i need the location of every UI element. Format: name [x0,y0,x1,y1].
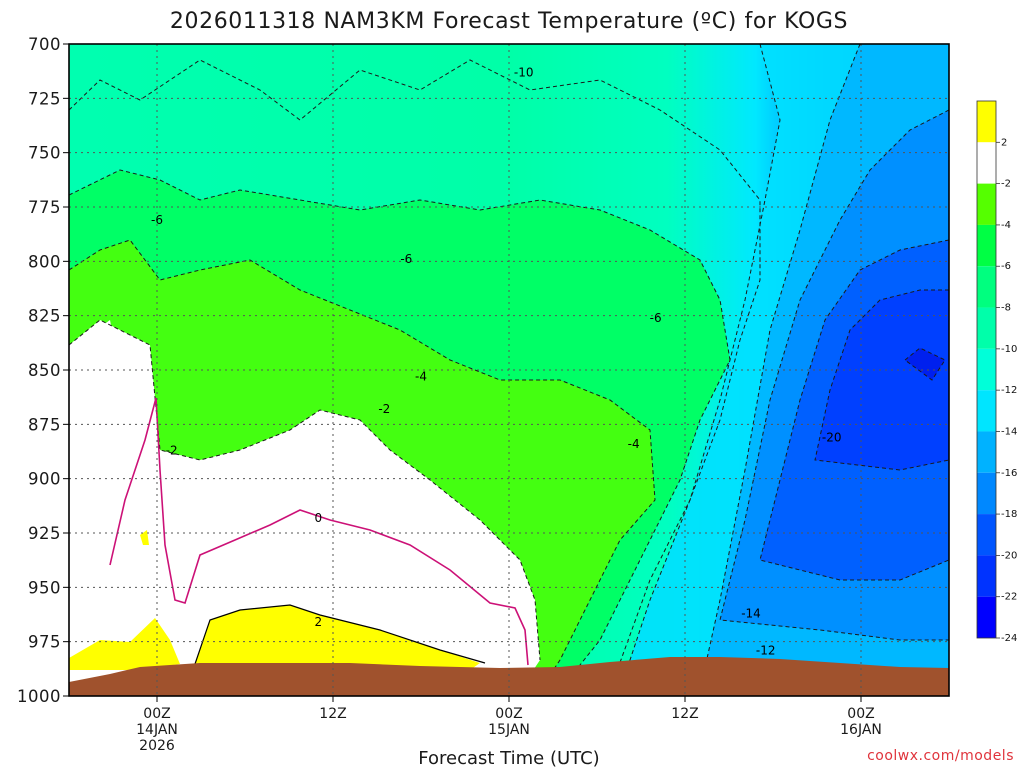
colorbar-swatch [977,266,996,308]
colorbar-label: -12 [1001,385,1017,396]
contour-label: -4 [415,370,427,384]
color-bar: 2 -2 -4 -6 -8 -10 -12 -14 -16 -18 -20 -22 -24 [976,100,1017,644]
field-band-plus2-blob [140,530,149,545]
contour-labels: -10 -6 -6 -6 -4 -2 -2 -4 -20 0 2 -14 -12 [151,65,841,657]
y-tick-label: 775 [28,198,61,217]
x-tick-label: 16JAN [840,722,882,738]
y-tick-label: 1000 [17,687,61,706]
contour-minus12 [619,44,781,691]
colorbar-label: -14 [1001,426,1017,437]
chart-title: 2026011318 NAM3KM Forecast Temperature (… [170,9,848,34]
contour-minus8 [69,169,731,691]
colorbar-swatch [977,514,996,556]
contour-label: -20 [822,430,842,444]
colorbar-swatch [977,472,996,515]
credit-text: coolwx.com/models [867,748,1014,764]
colorbar-label: -10 [1001,344,1017,355]
contour-minus18 [759,239,949,581]
y-tick-label: 950 [28,578,61,597]
y-tick-label: 925 [28,524,61,543]
colorbar-label: -18 [1001,509,1017,520]
contour-label: -2 [378,402,390,416]
y-tick-label: 900 [28,470,61,489]
colorbar-label: -6 [1001,261,1011,272]
y-tick-label: 750 [28,144,61,163]
field-band-minus14 [620,44,860,690]
contour-lines [69,44,949,691]
colorbar-label: -24 [1001,633,1017,644]
field-band-minus22 [815,290,949,470]
colorbar-swatch [977,555,996,597]
colorbar-swatch [977,101,996,143]
colorbar-label: 2 [1001,137,1007,148]
colorbar-frame [976,100,997,639]
contour-minus20 [814,289,949,471]
contour-label: -14 [741,606,761,620]
contour-label: 0 [315,511,323,525]
colorbar-label: -2 [1001,179,1011,190]
contour-minus10 [69,59,761,691]
field-band-plus2-left [69,618,180,670]
colorbar-swatch [977,431,996,473]
contour-label: -10 [514,65,534,79]
y-tick-label: 725 [28,89,61,108]
y-tick-label: 825 [28,307,61,326]
contour-label: -6 [151,213,163,227]
y-tick-label: 700 [28,35,61,54]
colorbar-label: -4 [1001,220,1011,231]
x-tick-label: 14JAN [136,722,178,738]
colorbar-swatch [977,183,996,225]
y-axis: 700 725 750 775 800 825 850 875 900 925 950 975 1000 [17,35,69,706]
y-tick-label: 975 [28,633,61,652]
x-tick-label: 00Z [495,706,522,722]
y-tick-label: 800 [28,252,61,271]
x-tick-label: 15JAN [488,722,530,738]
contour-plus2 [194,604,486,665]
contour-minus6 [69,239,656,691]
colorbar-swatch [977,224,996,267]
contour-minus14 [699,44,861,691]
field-band-minus2-left [69,320,125,560]
colorbar-label: -16 [1001,468,1017,479]
contour-minus2 [69,319,541,661]
field-band-minus24 [905,348,945,380]
colorbar-label: -8 [1001,303,1011,314]
x-axis-label: Forecast Time (UTC) [418,748,599,768]
colorbar-swatch [977,596,996,638]
gridlines [69,44,949,696]
colorbar-swatch [977,348,996,391]
x-tick-label: 00Z [847,706,874,722]
x-tick-label: 2026 [139,738,175,754]
field-band-plus2 [195,605,480,670]
colorbar-label: -20 [1001,550,1017,561]
colorbar-swatch [977,142,996,184]
contour-label: 2 [315,615,323,629]
contour-label: -2 [166,443,178,457]
contour-label: -6 [650,311,662,325]
x-tick-label: 12Z [671,706,698,722]
y-tick-label: 875 [28,415,61,434]
contour-label: -4 [628,437,640,451]
x-tick-label: 12Z [319,706,346,722]
contour-label: -12 [756,643,776,657]
colorbar-swatch [977,307,996,349]
ground-surface [69,657,949,696]
contour-minus16 [719,109,949,641]
contour-label: -6 [400,252,412,266]
y-tick-label: 850 [28,361,61,380]
colorbar-swatch [977,390,996,432]
colorbar-label: -22 [1001,592,1017,603]
x-tick-label: 00Z [143,706,170,722]
